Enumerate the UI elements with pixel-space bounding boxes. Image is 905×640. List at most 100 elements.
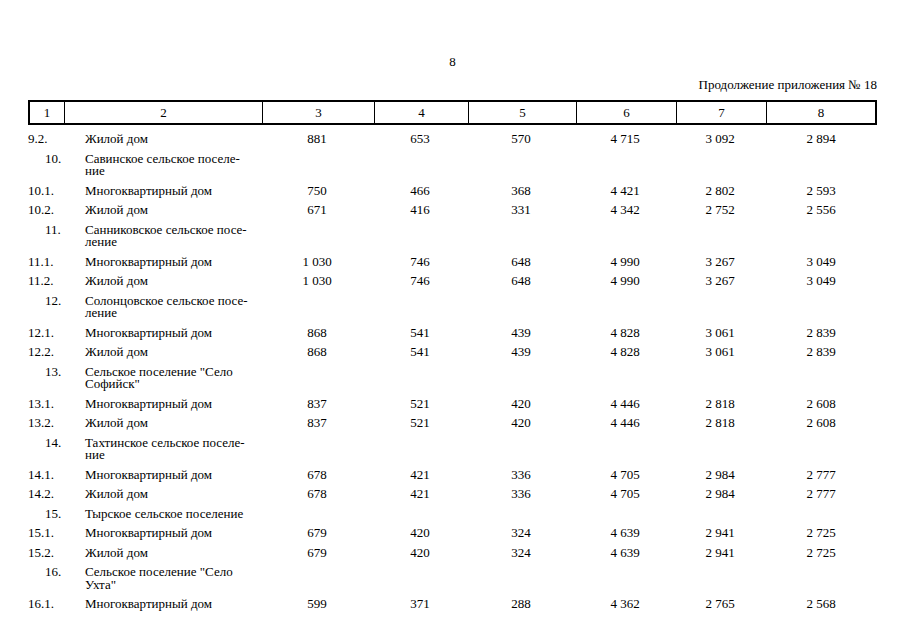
table-row: 15.1. Многоквартирный дом 6794203244 639… — [28, 527, 877, 540]
value-cell — [765, 366, 877, 391]
header-cell-7: 7 — [677, 102, 767, 123]
continuation-note: Продолжение приложения № 18 — [699, 78, 877, 91]
value-cell — [467, 566, 575, 591]
table-row: 10.2. Жилой дом 6714163314 3422 7522 556 — [28, 204, 877, 217]
value-cell: 3 049 — [765, 256, 877, 269]
row-label-cell: 11.1. Многоквартирный дом — [28, 256, 261, 269]
value-cell: 4 705 — [575, 488, 675, 501]
value-cell: 2 593 — [765, 185, 877, 198]
value-cell: 324 — [467, 547, 575, 560]
row-label-cell: 13.1. Многоквартирный дом — [28, 398, 261, 411]
table-row: 14.2. Жилой дом 6784213364 7052 9842 777 — [28, 488, 877, 501]
value-cell: 679 — [261, 547, 373, 560]
row-label-cell: 12.2. Жилой дом — [28, 346, 261, 359]
row-number: 9.2. — [28, 133, 48, 146]
value-cell — [261, 153, 373, 178]
table-row: 12. Солонцовское сельское посе- ление — [28, 295, 877, 320]
value-cell: 881 — [261, 133, 373, 146]
row-number: 12.2. — [28, 346, 54, 359]
value-cell: 4 639 — [575, 547, 675, 560]
value-cell: 2 568 — [765, 598, 877, 611]
value-cell: 653 — [373, 133, 467, 146]
header-cell-3: 3 — [263, 102, 375, 123]
value-cell: 570 — [467, 133, 575, 146]
row-name: Жилой дом — [85, 344, 148, 359]
value-cell: 420 — [373, 527, 467, 540]
header-cell-2: 2 — [65, 102, 263, 123]
value-cell: 599 — [261, 598, 373, 611]
row-name: Жилой дом — [85, 415, 148, 430]
value-cell: 336 — [467, 469, 575, 482]
value-cell: 336 — [467, 488, 575, 501]
value-cell: 837 — [261, 398, 373, 411]
value-cell — [575, 366, 675, 391]
row-number: 11.2. — [28, 275, 54, 288]
row-label-cell: 14.1. Многоквартирный дом — [28, 469, 261, 482]
value-cell — [675, 295, 765, 320]
value-cell: 746 — [373, 256, 467, 269]
value-cell — [261, 437, 373, 462]
value-cell: 2 839 — [765, 346, 877, 359]
row-number: 15.1. — [28, 527, 54, 540]
value-cell — [467, 437, 575, 462]
row-number: 10. — [45, 153, 61, 166]
value-cell: 2 556 — [765, 204, 877, 217]
row-label-cell: 15. Тырское сельское поселение — [28, 508, 261, 521]
value-cell — [675, 224, 765, 249]
row-label-cell: 13. Сельское поселение "Село Софийск" — [28, 366, 261, 391]
value-cell — [261, 508, 373, 521]
value-cell — [467, 295, 575, 320]
table-header-row: 12345678 — [28, 100, 877, 125]
value-cell: 2 984 — [675, 469, 765, 482]
row-label-cell: 15.2. Жилой дом — [28, 547, 261, 560]
value-cell — [575, 224, 675, 249]
row-name: Жилой дом — [85, 486, 148, 501]
value-cell: 439 — [467, 346, 575, 359]
row-name: Жилой дом — [85, 202, 148, 217]
value-cell: 3 049 — [765, 275, 877, 288]
value-cell — [675, 366, 765, 391]
value-cell: 837 — [261, 417, 373, 430]
value-cell: 324 — [467, 527, 575, 540]
value-cell: 288 — [467, 598, 575, 611]
table-row: 15. Тырское сельское поселение — [28, 508, 877, 521]
value-cell: 678 — [261, 469, 373, 482]
value-cell: 416 — [373, 204, 467, 217]
row-label-cell: 13.2. Жилой дом — [28, 417, 261, 430]
table-row: 14.1. Многоквартирный дом 6784213364 705… — [28, 469, 877, 482]
row-name: Многоквартирный дом — [85, 254, 212, 269]
row-name: Тахтинское сельское поселе- ние — [85, 435, 245, 463]
row-name: Сельское поселение "Село Ухта" — [85, 564, 233, 592]
table-row: 16.1. Многоквартирный дом 5993712884 362… — [28, 598, 877, 611]
row-name: Сельское поселение "Село Софийск" — [85, 364, 233, 392]
row-name: Солонцовское сельское посе- ление — [85, 293, 248, 321]
value-cell: 1 030 — [261, 256, 373, 269]
value-cell: 2 941 — [675, 527, 765, 540]
table-row: 11.2. Жилой дом 1 0307466484 9903 2673 0… — [28, 275, 877, 288]
value-cell: 4 342 — [575, 204, 675, 217]
value-cell: 421 — [373, 469, 467, 482]
value-cell: 2 777 — [765, 469, 877, 482]
table-body: 9.2. Жилой дом 8816535704 7153 0922 894 … — [28, 125, 877, 611]
value-cell: 439 — [467, 327, 575, 340]
value-cell: 331 — [467, 204, 575, 217]
header-cell-5: 5 — [469, 102, 577, 123]
value-cell — [373, 224, 467, 249]
value-cell — [675, 566, 765, 591]
row-name: Жилой дом — [85, 545, 148, 560]
value-cell — [575, 437, 675, 462]
value-cell: 2 752 — [675, 204, 765, 217]
value-cell: 420 — [467, 417, 575, 430]
header-cell-8: 8 — [767, 102, 875, 123]
value-cell: 2 608 — [765, 417, 877, 430]
value-cell — [467, 508, 575, 521]
value-cell: 648 — [467, 275, 575, 288]
table-row: 13. Сельское поселение "Село Софийск" — [28, 366, 877, 391]
value-cell: 2 839 — [765, 327, 877, 340]
value-cell: 746 — [373, 275, 467, 288]
value-cell — [261, 366, 373, 391]
table-row: 14. Тахтинское сельское поселе- ние — [28, 437, 877, 462]
value-cell — [373, 366, 467, 391]
value-cell — [675, 508, 765, 521]
row-number: 15. — [45, 508, 61, 521]
